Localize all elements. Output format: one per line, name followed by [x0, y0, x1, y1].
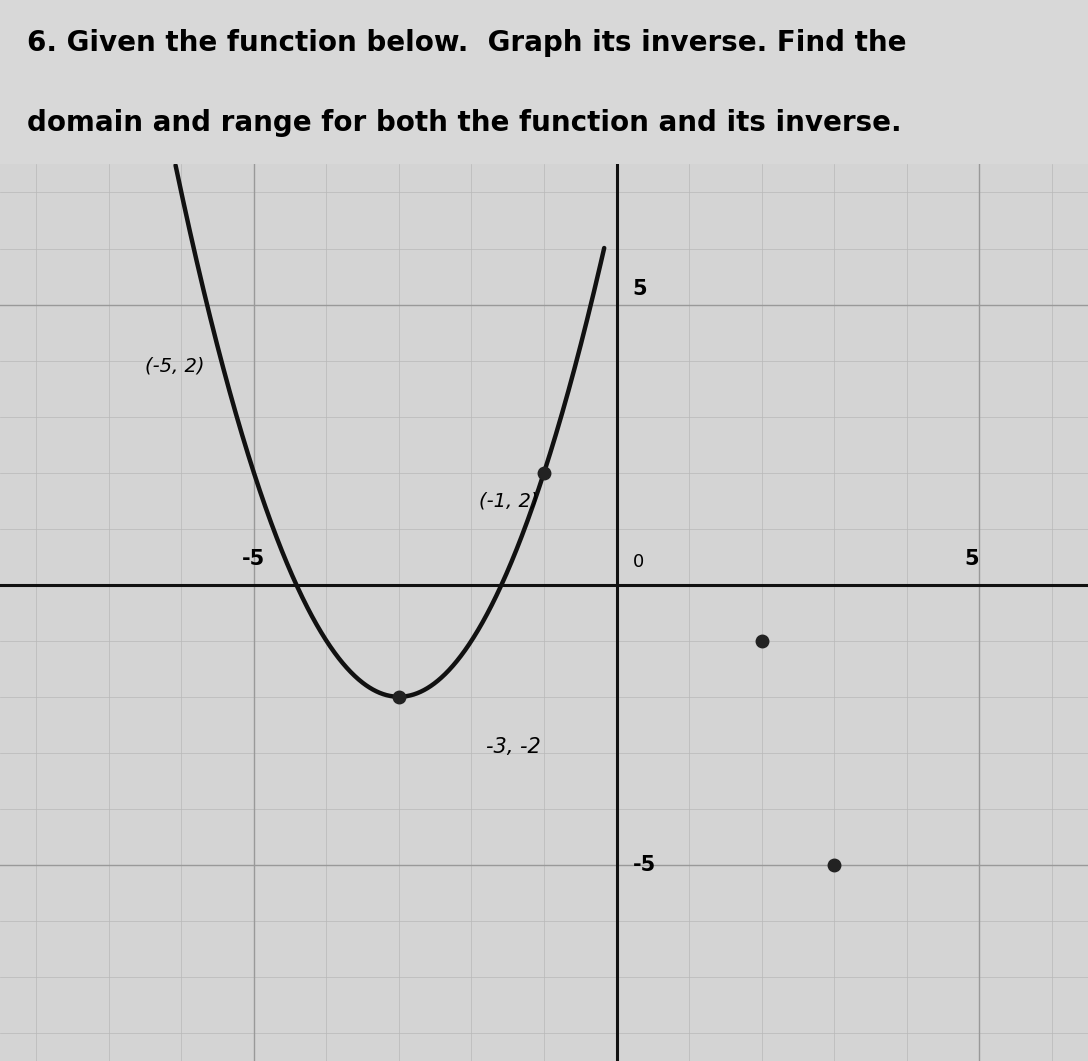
Text: (-5, 2): (-5, 2) — [145, 356, 205, 376]
Text: -5: -5 — [243, 549, 265, 569]
Text: domain and range for both the function and its inverse.: domain and range for both the function a… — [27, 109, 902, 137]
Text: (-1, 2): (-1, 2) — [479, 491, 539, 510]
Text: -3, -2: -3, -2 — [486, 736, 541, 756]
Text: 5: 5 — [965, 549, 979, 569]
Text: 6. Given the function below.  Graph its inverse. Find the: 6. Given the function below. Graph its i… — [27, 30, 906, 57]
Text: -5: -5 — [632, 855, 656, 875]
Text: 0: 0 — [632, 553, 644, 571]
Text: 5: 5 — [632, 279, 647, 299]
